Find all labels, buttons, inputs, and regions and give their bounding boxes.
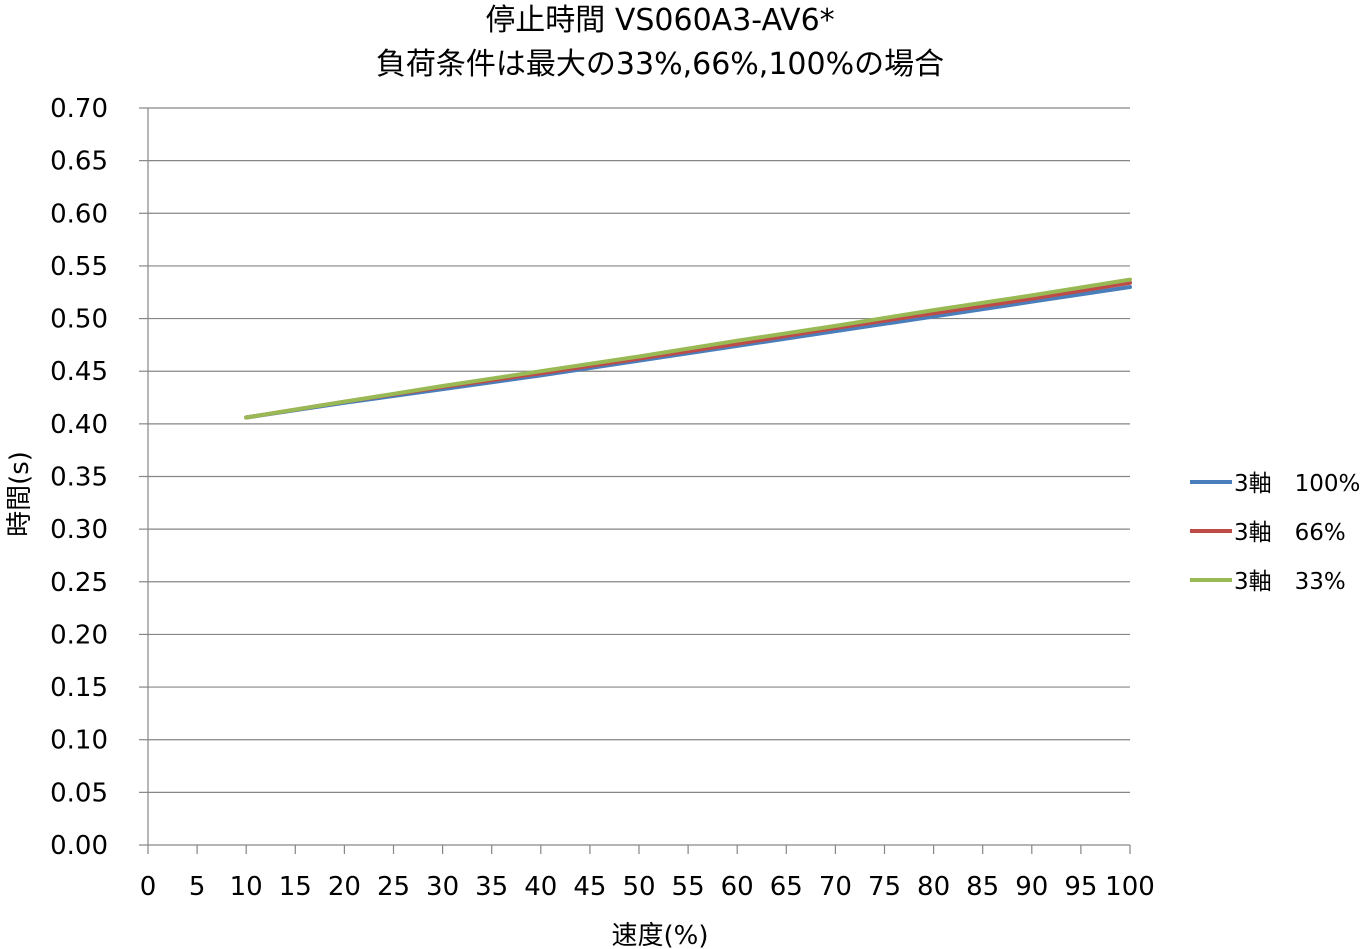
x-tick-labels: 0 5 10 15 20 25 30 35 40 45 50 55 60 65 70 75 80 85 90 95 10… xyxy=(140,872,1155,902)
x-tick-label: 55 xyxy=(672,872,705,902)
legend-item: 3軸 100% xyxy=(1190,471,1360,497)
chart-title: 停止時間 VS060A3-AV6* 負荷条件は最大の33%,66%,100%の場… xyxy=(376,3,944,82)
legend-item: 3軸 33% xyxy=(1190,569,1346,595)
y-tick-label: 0.35 xyxy=(50,463,108,493)
y-tick-label: 0.55 xyxy=(50,252,108,282)
y-tick-label: 0.45 xyxy=(50,357,108,387)
x-tick-label: 10 xyxy=(230,872,263,902)
axes xyxy=(139,107,1131,854)
x-tick-label: 5 xyxy=(189,872,206,902)
chart-title-line-2: 負荷条件は最大の33%,66%,100%の場合 xyxy=(376,47,944,82)
legend-item: 3軸 66% xyxy=(1190,520,1346,546)
x-tick-label: 25 xyxy=(377,872,410,902)
x-tick-label: 80 xyxy=(917,872,950,902)
x-tick-label: 75 xyxy=(868,872,901,902)
x-tick-label: 20 xyxy=(328,872,361,902)
x-tick-label: 0 xyxy=(140,872,157,902)
x-tick-label: 85 xyxy=(966,872,999,902)
y-tick-label: 0.15 xyxy=(50,673,108,703)
legend-label: 3軸 33% xyxy=(1234,569,1346,595)
x-tick-label: 90 xyxy=(1015,872,1048,902)
legend-label: 3軸 100% xyxy=(1234,471,1360,497)
y-tick-labels: 0.00 0.05 0.10 0.15 0.20 0.25 0.30 0.35 0.40 0.45… xyxy=(50,94,108,861)
x-axis-title: 速度(%) xyxy=(612,921,709,949)
y-tick-label: 0.40 xyxy=(50,410,108,440)
x-tick-label: 50 xyxy=(622,872,655,902)
y-tick-label: 0.05 xyxy=(50,778,108,808)
y-tick-label: 0.25 xyxy=(50,568,108,598)
y-tick-label: 0.00 xyxy=(50,831,108,861)
y-tick-label: 0.10 xyxy=(50,726,108,756)
legend-label: 3軸 66% xyxy=(1234,520,1346,546)
x-tick-label: 95 xyxy=(1064,872,1097,902)
x-tick-label: 65 xyxy=(770,872,803,902)
x-tick-label: 30 xyxy=(426,872,459,902)
y-tick-label: 0.50 xyxy=(50,305,108,335)
legend: 3軸 100% 3軸 66% 3軸 33% xyxy=(1190,471,1360,595)
x-tick-label: 35 xyxy=(475,872,508,902)
x-tick-label: 60 xyxy=(721,872,754,902)
y-tick-label: 0.65 xyxy=(50,147,108,177)
y-tick-label: 0.20 xyxy=(50,620,108,650)
x-tick-label: 40 xyxy=(524,872,557,902)
series-lines xyxy=(244,277,1132,420)
y-tick-label: 0.30 xyxy=(50,515,108,545)
gridlines xyxy=(148,107,1130,793)
y-axis-title: 時間(s) xyxy=(5,451,35,537)
x-tick-label: 15 xyxy=(279,872,312,902)
chart-title-line-1: 停止時間 VS060A3-AV6* xyxy=(485,3,834,38)
y-tick-label: 0.60 xyxy=(50,199,108,229)
x-tick-label: 70 xyxy=(819,872,852,902)
x-tick-label: 100 xyxy=(1105,872,1155,902)
series-line-3 xyxy=(244,277,1132,420)
x-tick-label: 45 xyxy=(573,872,606,902)
y-tick-label: 0.70 xyxy=(50,94,108,124)
